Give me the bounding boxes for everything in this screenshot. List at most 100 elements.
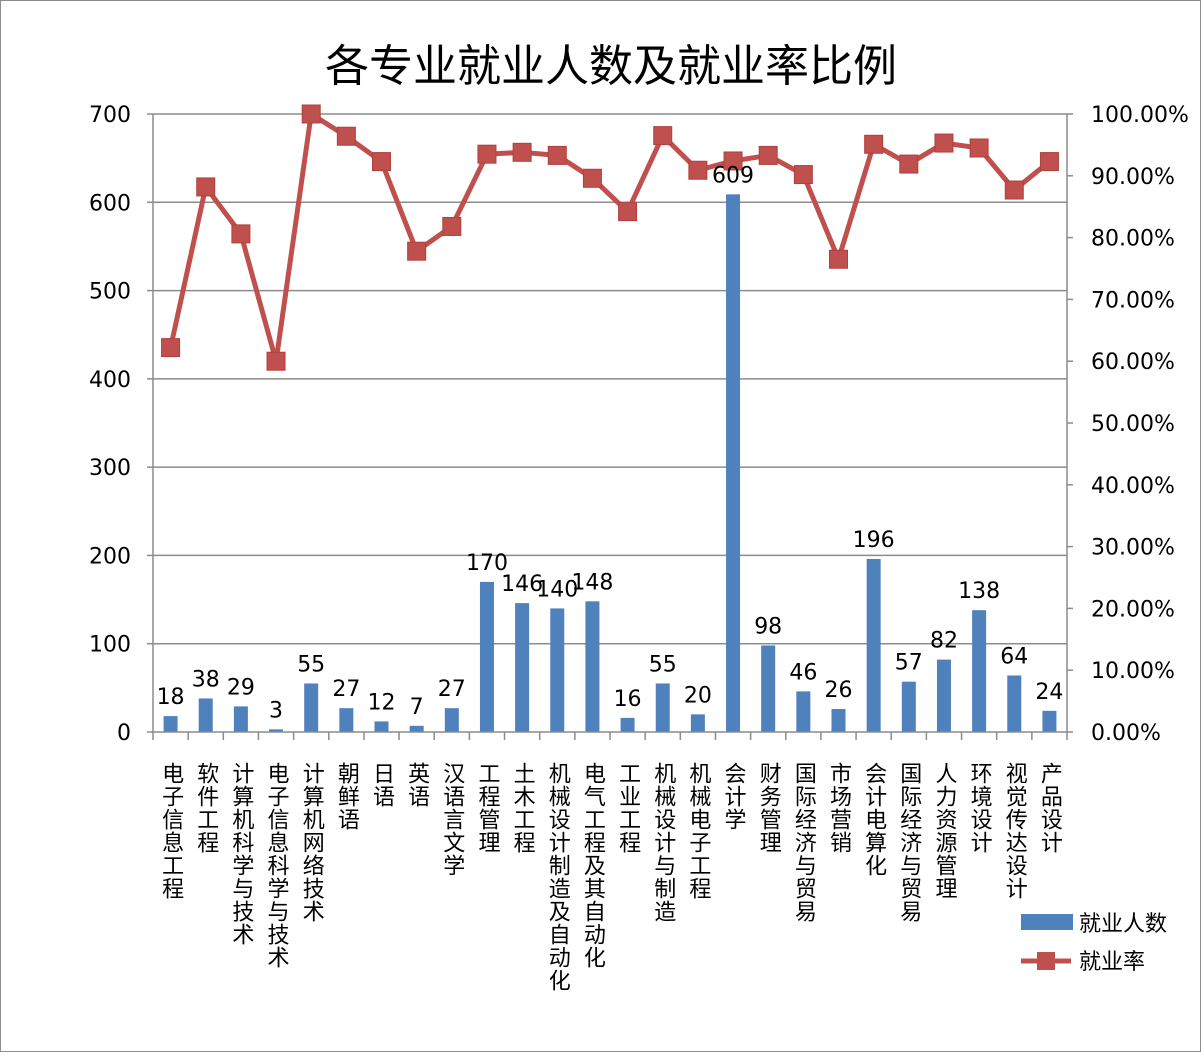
rate-marker <box>372 152 391 172</box>
bar <box>726 194 741 733</box>
axes: 0 100 200 300 400 500 600 700 0.00% 10.00% 20.00% 3… <box>89 103 1189 992</box>
bar <box>479 581 494 732</box>
bar <box>585 601 600 732</box>
rate-marker <box>899 154 919 174</box>
bar-data-label: 55 <box>649 652 677 677</box>
bar <box>233 706 248 732</box>
legend-label-bar: 就业人数 <box>1079 912 1167 937</box>
rate-marker <box>723 151 743 171</box>
right-tick-label: 90.00% <box>1091 165 1175 190</box>
bar-data-label: 64 <box>1000 644 1028 669</box>
bar <box>796 691 811 732</box>
rate-marker <box>864 134 884 154</box>
rate-marker <box>793 165 813 185</box>
bar-data-label: 18 <box>157 685 185 710</box>
bar-data-label: 138 <box>958 579 1000 604</box>
category-label: 机械电子工程 <box>685 762 711 900</box>
bar-data-label: 55 <box>297 652 325 677</box>
bar <box>972 610 987 732</box>
bar-data-label: 26 <box>825 678 853 703</box>
legend: 就业人数 就业率 <box>1021 912 1167 975</box>
bar <box>866 558 881 732</box>
bar-data-label: 12 <box>368 690 396 715</box>
rate-marker <box>266 351 286 371</box>
bar-data-label: 27 <box>332 677 360 702</box>
line-series <box>161 104 1059 371</box>
category-label: 工程管理 <box>474 762 500 854</box>
rate-marker <box>653 126 673 146</box>
bar-data-label: 7 <box>410 695 424 720</box>
category-label: 工业工程 <box>615 762 641 854</box>
rate-marker <box>477 144 497 164</box>
category-label: 会计学 <box>721 762 747 831</box>
rate-marker <box>336 126 356 146</box>
category-label: 土木工程 <box>510 762 536 854</box>
bar <box>620 717 635 732</box>
left-tick-label: 700 <box>89 103 131 128</box>
bar <box>269 729 284 732</box>
right-tick-label: 80.00% <box>1091 227 1175 252</box>
category-label: 英语 <box>404 762 430 808</box>
category-label: 机械设计制造及自动化 <box>545 762 571 992</box>
rate-marker <box>969 138 989 158</box>
category-label: 计算机科学与技术 <box>228 762 254 946</box>
rate-line <box>168 111 1051 364</box>
category-label: 汉语言文学 <box>439 762 465 877</box>
rate-marker <box>442 216 462 236</box>
left-tick-label: 100 <box>89 633 131 658</box>
bar <box>444 708 459 732</box>
rate-marker <box>512 142 532 162</box>
bar-data-label: 3 <box>269 698 283 723</box>
bar-data-label: 98 <box>754 614 782 639</box>
right-tick-label: 20.00% <box>1091 597 1175 622</box>
left-tick-label: 600 <box>89 191 131 216</box>
category-label: 环境设计 <box>967 762 993 854</box>
right-tick-label: 70.00% <box>1091 288 1175 313</box>
rate-marker <box>1004 180 1024 200</box>
bar <box>515 603 530 732</box>
bar-data-label: 146 <box>501 572 543 597</box>
legend-swatch-bar <box>1021 914 1073 930</box>
bar-data-label: 24 <box>1035 680 1063 705</box>
bar-data-label: 57 <box>895 651 923 676</box>
right-tick-label: 60.00% <box>1091 350 1175 375</box>
left-tick-label: 0 <box>117 721 131 746</box>
right-tick-label: 40.00% <box>1091 474 1175 499</box>
category-label: 机械设计与制造 <box>650 762 676 923</box>
bar-data-label: 170 <box>466 551 508 576</box>
category-label: 人力资源管理 <box>931 762 957 900</box>
bar <box>936 659 951 732</box>
bar <box>339 708 354 732</box>
bar <box>901 681 916 732</box>
legend-label-line: 就业率 <box>1079 950 1145 975</box>
rate-marker <box>618 202 638 222</box>
category-label: 财务管理 <box>756 762 782 854</box>
bar <box>374 721 389 732</box>
bar-data-label: 20 <box>684 683 712 708</box>
rate-marker <box>758 145 778 165</box>
rate-marker <box>582 168 602 188</box>
bar <box>831 709 846 732</box>
bar <box>304 683 319 732</box>
category-label: 日语 <box>369 762 395 808</box>
bar-data-label: 29 <box>227 675 255 700</box>
right-tick-label: 10.00% <box>1091 659 1175 684</box>
bar <box>655 683 670 732</box>
bar-data-label: 82 <box>930 629 958 654</box>
bar <box>409 725 424 732</box>
bar-data-label: 46 <box>789 660 817 685</box>
category-label: 软件工程 <box>193 762 219 854</box>
category-label: 电子信息工程 <box>158 762 184 900</box>
rate-marker <box>407 241 427 261</box>
rate-marker <box>1039 152 1059 172</box>
bar-data-label: 609 <box>712 163 754 188</box>
right-tick-label: 50.00% <box>1091 412 1175 437</box>
bar <box>761 645 776 732</box>
bar-data-label: 27 <box>438 677 466 702</box>
bar-series <box>163 194 1057 733</box>
right-tick-label: 0.00% <box>1091 721 1161 746</box>
legend-marker-line <box>1037 952 1055 970</box>
left-tick-label: 200 <box>89 544 131 569</box>
left-tick-label: 500 <box>89 280 131 305</box>
